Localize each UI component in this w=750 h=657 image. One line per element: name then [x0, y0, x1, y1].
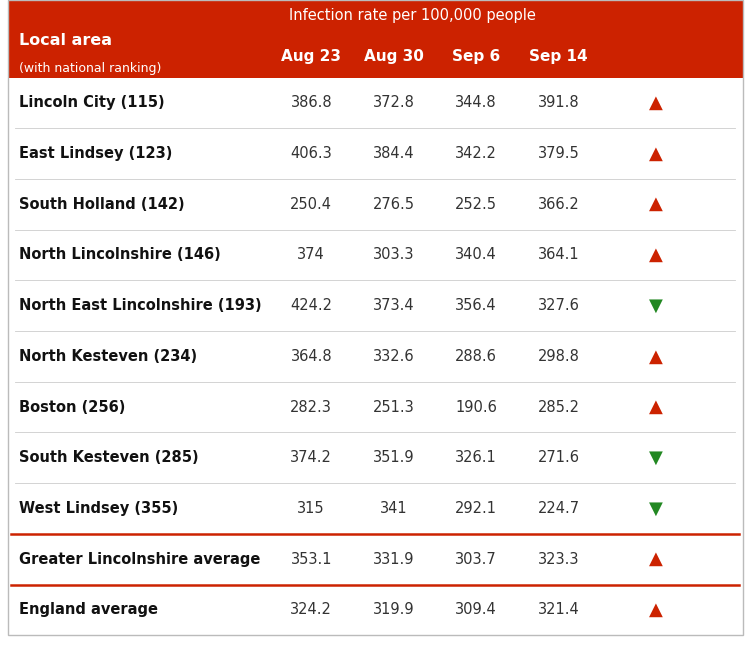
Text: ▼: ▼ — [650, 449, 663, 466]
Bar — [8, 0, 742, 78]
Text: Aug 30: Aug 30 — [364, 49, 424, 64]
Text: 292.1: 292.1 — [455, 501, 497, 516]
Text: 327.6: 327.6 — [538, 298, 580, 313]
Text: 366.2: 366.2 — [538, 197, 580, 212]
Text: 224.7: 224.7 — [538, 501, 580, 516]
Text: 351.9: 351.9 — [373, 450, 415, 465]
Text: 379.5: 379.5 — [538, 146, 580, 161]
Text: South Holland (142): South Holland (142) — [19, 197, 184, 212]
Text: ▲: ▲ — [650, 195, 663, 214]
Text: 190.6: 190.6 — [455, 399, 497, 415]
Text: South Kesteven (285): South Kesteven (285) — [19, 450, 198, 465]
Text: 324.2: 324.2 — [290, 602, 332, 618]
Text: ▲: ▲ — [650, 550, 663, 568]
Text: 288.6: 288.6 — [455, 349, 497, 364]
Text: 372.8: 372.8 — [373, 95, 415, 110]
Text: 282.3: 282.3 — [290, 399, 332, 415]
Text: North East Lincolnshire (193): North East Lincolnshire (193) — [19, 298, 261, 313]
Text: 303.3: 303.3 — [373, 248, 415, 263]
Text: Sep 14: Sep 14 — [530, 49, 588, 64]
Text: 374: 374 — [297, 248, 326, 263]
Text: Local area: Local area — [19, 34, 112, 49]
Text: Boston (256): Boston (256) — [19, 399, 125, 415]
Text: Aug 23: Aug 23 — [281, 49, 341, 64]
Text: Infection rate per 100,000 people: Infection rate per 100,000 people — [289, 8, 536, 23]
Text: ▲: ▲ — [650, 348, 663, 365]
Text: ▲: ▲ — [650, 398, 663, 416]
Text: 391.8: 391.8 — [538, 95, 580, 110]
Text: East Lindsey (123): East Lindsey (123) — [19, 146, 172, 161]
Text: ▲: ▲ — [650, 145, 663, 162]
Text: 271.6: 271.6 — [538, 450, 580, 465]
Text: 340.4: 340.4 — [455, 248, 497, 263]
Text: Greater Lincolnshire average: Greater Lincolnshire average — [19, 552, 260, 567]
Text: North Lincolnshire (146): North Lincolnshire (146) — [19, 248, 220, 263]
Text: ▼: ▼ — [650, 297, 663, 315]
Text: 356.4: 356.4 — [455, 298, 497, 313]
Text: 373.4: 373.4 — [373, 298, 415, 313]
Text: 298.8: 298.8 — [538, 349, 580, 364]
Text: 276.5: 276.5 — [373, 197, 415, 212]
Text: 331.9: 331.9 — [373, 552, 415, 567]
Text: Sep 6: Sep 6 — [452, 49, 500, 64]
Text: 341: 341 — [380, 501, 407, 516]
Text: 323.3: 323.3 — [538, 552, 580, 567]
Text: 424.2: 424.2 — [290, 298, 332, 313]
Text: 332.6: 332.6 — [373, 349, 415, 364]
Text: Lincoln City (115): Lincoln City (115) — [19, 95, 164, 110]
Text: ▲: ▲ — [650, 94, 663, 112]
Text: 303.7: 303.7 — [455, 552, 497, 567]
Text: England average: England average — [19, 602, 158, 618]
Text: 384.4: 384.4 — [373, 146, 415, 161]
Text: ▼: ▼ — [650, 499, 663, 518]
Text: 285.2: 285.2 — [538, 399, 580, 415]
Text: 319.9: 319.9 — [373, 602, 415, 618]
Text: West Lindsey (355): West Lindsey (355) — [19, 501, 178, 516]
Text: North Kesteven (234): North Kesteven (234) — [19, 349, 196, 364]
Text: 386.8: 386.8 — [290, 95, 332, 110]
Text: 344.8: 344.8 — [455, 95, 497, 110]
Text: 315: 315 — [298, 501, 325, 516]
Text: 406.3: 406.3 — [290, 146, 332, 161]
Text: 364.8: 364.8 — [290, 349, 332, 364]
Text: ▲: ▲ — [650, 246, 663, 264]
Text: 250.4: 250.4 — [290, 197, 332, 212]
Text: 321.4: 321.4 — [538, 602, 580, 618]
Text: 252.5: 252.5 — [455, 197, 497, 212]
Text: 326.1: 326.1 — [455, 450, 497, 465]
Text: 374.2: 374.2 — [290, 450, 332, 465]
Text: 251.3: 251.3 — [373, 399, 415, 415]
Text: 353.1: 353.1 — [290, 552, 332, 567]
Text: 364.1: 364.1 — [538, 248, 580, 263]
Text: 309.4: 309.4 — [455, 602, 497, 618]
Text: (with national ranking): (with national ranking) — [19, 62, 161, 75]
Text: ▲: ▲ — [650, 601, 663, 619]
Text: 342.2: 342.2 — [455, 146, 497, 161]
